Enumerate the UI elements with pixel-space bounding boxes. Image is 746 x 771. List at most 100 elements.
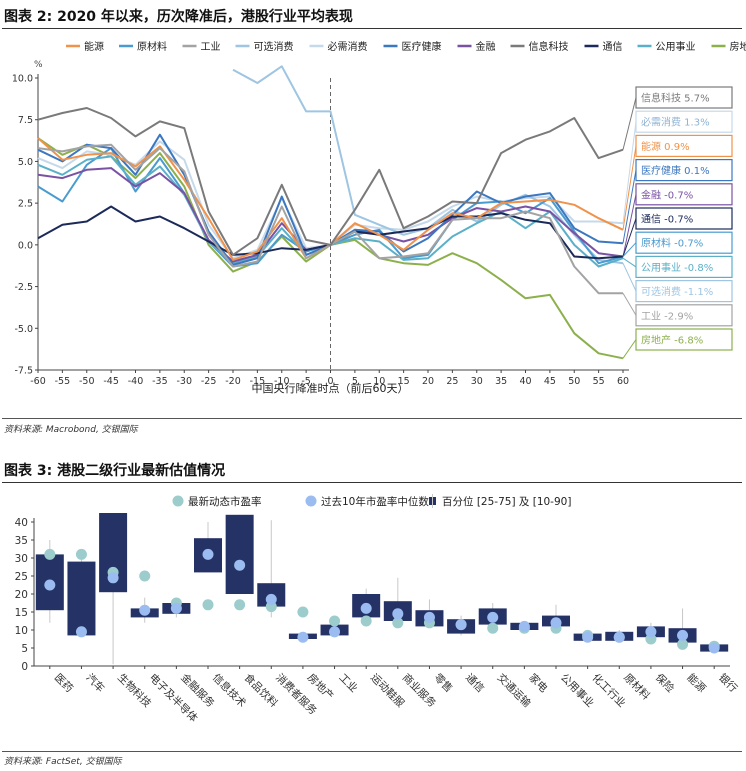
chart1-legend: 能源 原材料 工业 可选消费 必需消费 医疗健康 金融 信息科技 通信 公用事业 房地产 bbox=[66, 40, 746, 53]
chart2-category-label: 保险 bbox=[653, 671, 677, 695]
chart2-y-tick-label: 10 bbox=[15, 625, 28, 637]
chart1-end-label-box bbox=[635, 134, 733, 158]
chart1-axes: -7.5-5.0-2.50.02.55.07.510.0-60 -55 -50 -45… bbox=[12, 74, 629, 388]
chart1-end-label: 可选消费 -1.1% bbox=[641, 285, 713, 298]
chart1-end-label-connector bbox=[622, 218, 637, 257]
chart2-category-label: 公用事业 bbox=[558, 671, 597, 710]
chart1-end-label: 必需消费 1.3% bbox=[641, 116, 710, 129]
chart2-legend-latest-marker bbox=[172, 495, 184, 507]
chart1-end-label: 工业 -2.9% bbox=[641, 310, 693, 322]
chart2-y-tick-label: 25 bbox=[15, 571, 28, 583]
chart2-median-point bbox=[677, 629, 689, 641]
chart1-end-label: 房地产 -6.8% bbox=[641, 334, 703, 347]
chart2-category-label: 生物科技 bbox=[115, 671, 154, 710]
chart2-median-point bbox=[265, 593, 277, 605]
chart2-source-rule bbox=[2, 751, 742, 752]
chart2-latest-point bbox=[234, 599, 246, 611]
chart2-source: 资料来源: FactSet, 交银国际 bbox=[4, 757, 122, 767]
chart2-category-label: 汽车 bbox=[83, 671, 107, 695]
chart1-end-label-connector bbox=[622, 257, 637, 268]
chart2-median-point bbox=[645, 626, 657, 638]
chart1-x-tick-label: -40 bbox=[128, 376, 144, 387]
chart1-title-rule bbox=[2, 28, 742, 29]
chart2-latest-point bbox=[392, 617, 404, 629]
chart2-latest-point bbox=[487, 622, 499, 634]
chart1-legend-label: 公用事业 bbox=[656, 40, 696, 53]
chart1-x-tick-label: -15 bbox=[250, 376, 266, 387]
chart1-x-tick-label: 30 bbox=[471, 376, 483, 387]
chart2-median-point bbox=[455, 619, 467, 631]
chart2-box bbox=[225, 514, 254, 594]
chart2-median-point bbox=[107, 572, 119, 584]
chart2-category-label: 食品饮料 bbox=[242, 671, 281, 710]
chart2-category-label: 商业服务 bbox=[400, 671, 439, 710]
chart2-latest-point bbox=[75, 548, 87, 560]
chart1-x-tick-label: 10 bbox=[373, 376, 385, 387]
chart1-end-label: 信息科技 5.7% bbox=[641, 92, 710, 105]
chart2-category-label: 交通运输 bbox=[495, 671, 534, 710]
chart2-latest-point bbox=[202, 599, 214, 611]
chart2-legend-label: 过去10年市盈率中位数 bbox=[321, 495, 429, 508]
chart1-end-label: 能源 0.9% bbox=[641, 140, 690, 153]
chart1-x-tick-label: -5 bbox=[301, 376, 310, 387]
chart1-end-label-connector bbox=[622, 242, 637, 257]
chart1-x-tick-label: 45 bbox=[544, 376, 556, 387]
chart2-median-point bbox=[139, 604, 151, 616]
chart1-legend-label: 原材料 bbox=[137, 40, 167, 53]
chart2-y-tick-label: 15 bbox=[15, 607, 28, 619]
chart1-end-label-connector bbox=[622, 145, 637, 230]
chart1-end-label: 公用事业 -0.8% bbox=[641, 261, 713, 274]
chart1-x-tick-label: -55 bbox=[55, 376, 71, 387]
chart2-category-label: 能源 bbox=[684, 671, 708, 695]
chart1-end-label-connector bbox=[622, 292, 637, 316]
chart2-category-label: 家电 bbox=[526, 671, 550, 695]
chart1-legend-label: 医疗健康 bbox=[402, 40, 442, 53]
chart1-x-tick-label: -10 bbox=[274, 376, 290, 387]
chart1-legend-label: 必需消费 bbox=[328, 40, 368, 53]
chart2-latest-point bbox=[297, 606, 309, 618]
chart1-legend-label: 可选消费 bbox=[254, 40, 294, 53]
chart2-category-label: 通信 bbox=[463, 672, 486, 695]
chart2-category-label: 工业 bbox=[336, 672, 359, 695]
chart2-legend-median-marker bbox=[305, 495, 317, 507]
chart1-y-tick-label: 7.5 bbox=[18, 115, 33, 126]
chart2-median-point bbox=[582, 631, 594, 643]
chart1-x-axis-label: 中国央行降准时点（前后60天） bbox=[252, 381, 409, 395]
chart2-median-point bbox=[613, 631, 625, 643]
chart1-end-label-connector bbox=[622, 170, 637, 244]
chart1-y-tick-label: 0.0 bbox=[18, 240, 33, 251]
chart2-category-label: 房地产 bbox=[305, 671, 336, 702]
chart2-svg: 最新动态市盈率 过去10年市盈率中位数 百分位 [25-75] 及 [10-90] … bbox=[15, 494, 740, 725]
chart1-x-tick-label: 5 bbox=[352, 376, 358, 387]
chart1-x-tick-label: -20 bbox=[225, 376, 241, 387]
chart1-source: 资料来源: Macrobond, 交银国际 bbox=[4, 425, 138, 435]
chart2-median-point bbox=[75, 626, 87, 638]
chart1-title: 图表 2: 2020 年以来，历次降准后，港股行业平均表现 bbox=[4, 9, 353, 25]
chart1-end-label: 原材料 -0.7% bbox=[641, 237, 703, 250]
chart1-x-tick-label: 35 bbox=[495, 376, 507, 387]
chart2-median-point bbox=[518, 620, 530, 632]
chart2-category-label: 原材料 bbox=[621, 671, 653, 703]
chart2-legend: 最新动态市盈率 过去10年市盈率中位数 百分位 [25-75] 及 [10-90] bbox=[172, 494, 571, 508]
chart1-x-tick-label: 20 bbox=[422, 376, 434, 387]
chart2-median-point bbox=[392, 608, 404, 620]
chart2-legend-label: 百分位 [25-75] 及 [10-90] bbox=[442, 495, 571, 508]
chart1-legend-label: 能源 bbox=[84, 40, 104, 53]
chart2-legend-label: 最新动态市盈率 bbox=[188, 495, 262, 508]
chart2-median-point bbox=[170, 602, 182, 614]
chart1-x-tick-label: 40 bbox=[519, 376, 531, 387]
chart1-end-labels: 信息科技 5.7% 必需消费 1.3% 能源 0.9% 医疗健康 0.1% 金融 -0.… bbox=[622, 86, 733, 359]
chart2-y-tick-label: 0 bbox=[21, 661, 28, 673]
chart1-legend-label: 信息科技 bbox=[529, 40, 569, 53]
chart1-y-tick-label: -2.5 bbox=[14, 282, 33, 293]
chart2-category-label: 化工行业 bbox=[590, 671, 629, 710]
chart2-y-tick-label: 30 bbox=[15, 553, 28, 565]
chart2-title-rule bbox=[2, 482, 742, 483]
chart2-median-point bbox=[44, 579, 56, 591]
chart1-svg: 能源原材料工业可选消费必需消费医疗健康金融信息科技通信公用事业房地产 -7.5-… bbox=[12, 40, 746, 395]
chart2-category-label: 医药 bbox=[52, 672, 75, 695]
chart2-latest-point bbox=[677, 638, 689, 650]
chart2-latest-point bbox=[360, 615, 372, 627]
chart2-box bbox=[67, 561, 96, 636]
chart2-y-tick-label: 40 bbox=[15, 517, 28, 529]
